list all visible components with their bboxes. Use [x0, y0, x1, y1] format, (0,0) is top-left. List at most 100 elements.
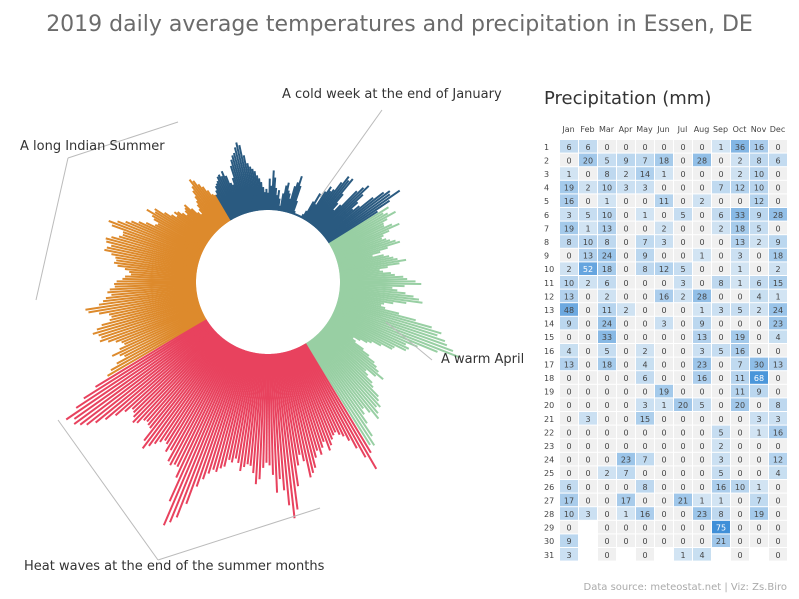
precip-value: 0 [661, 347, 666, 356]
precip-value: 0 [737, 428, 742, 437]
precip-cell [560, 439, 578, 452]
temp-bar-3-17 [336, 246, 388, 264]
temp-bar-2-3 [305, 191, 327, 222]
temp-bar-9-23 [85, 291, 197, 311]
day-label: 13 [544, 306, 554, 315]
day-label: 23 [544, 442, 554, 451]
precip-cell [579, 371, 597, 384]
precip-cell [712, 425, 730, 439]
precip-cell [617, 289, 635, 303]
temp-bar-3-26 [339, 265, 388, 275]
precip-cell [750, 371, 768, 384]
precip-value: 0 [680, 456, 685, 465]
temp-bar-10-11 [115, 256, 198, 272]
temp-bar-3-6 [331, 222, 385, 251]
precip-value: 6 [566, 143, 571, 152]
temp-bar-2-21 [322, 205, 360, 237]
precip-cell [579, 344, 597, 357]
precip-value: 0 [680, 333, 685, 342]
precip-value: 21 [716, 537, 726, 546]
precip-value: 3 [566, 551, 571, 560]
precip-value: 2 [775, 265, 780, 274]
month-header: Jan [561, 125, 574, 134]
temp-bar-5-10 [324, 324, 375, 364]
precip-value: 0 [699, 265, 704, 274]
precip-cell [674, 534, 692, 547]
temp-bar-12-28 [260, 182, 265, 211]
precip-cell [712, 303, 730, 316]
temp-bar-6-12 [291, 349, 331, 451]
precip-value: 0 [566, 252, 571, 261]
precip-value: 3 [585, 510, 590, 519]
precip-value: 18 [773, 252, 783, 261]
precip-value: 12 [735, 184, 745, 193]
temp-bar-5-1 [330, 315, 393, 350]
precip-value: 0 [642, 320, 647, 329]
temp-bar-5-17 [318, 331, 373, 384]
precip-value: 5 [680, 265, 685, 274]
precip-cell [731, 153, 749, 167]
precip-value: 5 [718, 347, 723, 356]
temp-bar-2-6 [309, 188, 335, 224]
precip-value: 0 [585, 292, 590, 301]
temp-bar-12-16 [231, 155, 250, 213]
precip-value: 0 [566, 388, 571, 397]
precip-value: 0 [566, 428, 571, 437]
temp-bar-9-27 [111, 286, 197, 296]
precip-cell [636, 276, 654, 289]
precip-value: 0 [718, 265, 723, 274]
temp-bar-8-28 [65, 321, 210, 421]
temp-bar-7-2 [267, 353, 271, 466]
temp-bar-4-21 [335, 303, 446, 343]
precip-cell [617, 466, 635, 479]
day-label: 18 [544, 374, 554, 383]
precip-cell [636, 316, 654, 330]
precip-cell [655, 316, 673, 330]
precip-cell [731, 221, 749, 235]
precip-value: 10 [602, 184, 612, 193]
precip-cell [674, 153, 692, 167]
precip-cell [750, 493, 768, 507]
temp-bar-6-26 [275, 353, 296, 519]
temp-bar-12-22 [246, 162, 257, 212]
precip-cell [712, 235, 730, 248]
month-header: Aug [694, 125, 710, 134]
precip-value: 0 [718, 238, 723, 247]
precip-cell [674, 425, 692, 439]
precip-cell [636, 167, 654, 180]
precip-cell [712, 439, 730, 452]
precip-value: 0 [623, 347, 628, 356]
precip-value: 0 [623, 442, 628, 451]
precip-value: 0 [680, 388, 685, 397]
precip-cell [731, 425, 749, 439]
temp-bar-10-19 [118, 235, 200, 262]
precip-cell [750, 507, 768, 520]
temp-bar-8-30 [83, 319, 208, 400]
precip-value: 0 [623, 292, 628, 301]
precip-cell [579, 235, 597, 248]
precip-cell [560, 344, 578, 357]
precip-cell [674, 330, 692, 343]
precip-value: 0 [623, 197, 628, 206]
precip-cell [731, 330, 749, 343]
precip-cell [617, 316, 635, 330]
temp-bar-3-23 [338, 257, 398, 271]
precip-cell [769, 466, 787, 479]
precip-value: 0 [699, 143, 704, 152]
precip-cell [712, 357, 730, 371]
temp-bar-1-6 [273, 187, 278, 211]
precip-value: 7 [623, 469, 628, 478]
precip-value: 3 [680, 279, 685, 288]
precip-cell [617, 344, 635, 357]
precip-cell [674, 466, 692, 479]
temp-bar-12-14 [229, 165, 247, 214]
precip-cell [655, 344, 673, 357]
precip-value: 0 [775, 347, 780, 356]
precip-value: 0 [623, 143, 628, 152]
temp-bar-9-4 [124, 314, 205, 358]
precip-cell [712, 262, 730, 275]
temp-bar-10-18 [111, 236, 200, 264]
temp-bar-10-4 [125, 275, 197, 281]
precip-cell [674, 167, 692, 180]
page-title: 2019 daily average temperatures and prec… [46, 12, 753, 37]
